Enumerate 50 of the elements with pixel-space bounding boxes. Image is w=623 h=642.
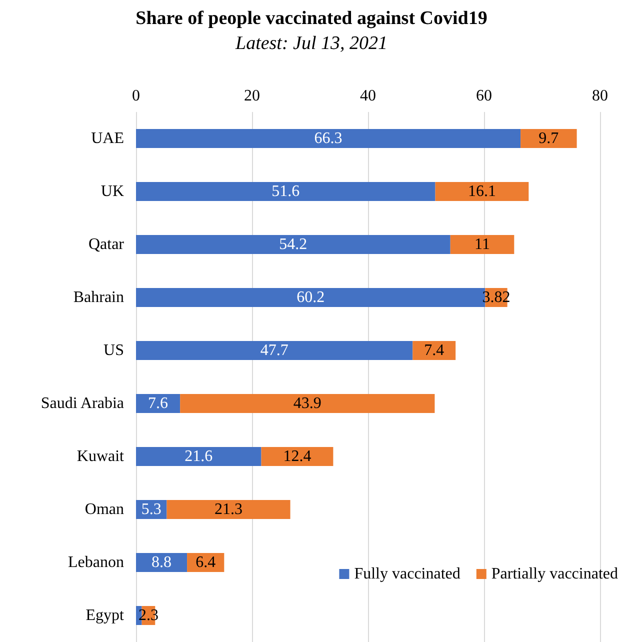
data-label: 7.4 — [424, 342, 444, 359]
bar — [435, 182, 529, 201]
bar — [136, 182, 436, 201]
bar — [412, 341, 456, 360]
data-label: 8.8 — [152, 554, 172, 571]
bar — [450, 235, 514, 254]
y-tick-label: Saudi Arabia — [40, 395, 124, 412]
bar — [180, 394, 435, 413]
bar — [261, 447, 334, 466]
x-tick-label: 80 — [592, 88, 608, 104]
data-label: 21.6 — [184, 448, 213, 465]
y-tick-label: Egypt — [86, 607, 125, 624]
data-label: 54.2 — [279, 236, 308, 253]
chart-subtitle: Latest: Jul 13, 2021 — [234, 33, 388, 54]
data-label: 9.7 — [538, 130, 559, 147]
data-label: 7.6 — [148, 395, 168, 412]
y-tick-label: Lebanon — [68, 554, 124, 571]
y-tick-label: US — [104, 342, 124, 359]
bar — [136, 447, 262, 466]
x-tick-label: 40 — [360, 88, 376, 104]
data-label: 12.4 — [283, 448, 312, 465]
legend-label: Partially vaccinated — [491, 566, 618, 582]
legend-label: Fully vaccinated — [354, 566, 460, 582]
data-label: 47.7 — [260, 342, 288, 359]
y-tick-label: Bahrain — [73, 289, 124, 306]
bar — [136, 129, 521, 148]
y-tick-label: UAE — [91, 130, 124, 147]
chart-title: Share of people vaccinated against Covid19 — [136, 8, 488, 29]
data-label: 51.6 — [272, 183, 300, 200]
data-label: 66.3 — [314, 130, 342, 147]
y-tick-label: Qatar — [88, 236, 125, 253]
y-tick-label: Kuwait — [76, 448, 125, 465]
data-label: 11 — [474, 236, 490, 253]
x-tick-label: 60 — [476, 88, 492, 104]
bar — [136, 553, 188, 572]
data-label: 60.2 — [296, 289, 325, 306]
data-label: 6.4 — [196, 554, 216, 571]
x-tick-label: 20 — [244, 88, 260, 104]
data-label: 5.3 — [141, 501, 162, 518]
bar — [136, 341, 413, 360]
data-label: 21.3 — [214, 501, 243, 518]
y-tick-label: UK — [100, 183, 124, 200]
bar — [136, 394, 180, 413]
data-label: 16.1 — [468, 183, 496, 200]
bar — [520, 129, 577, 148]
bar — [136, 235, 450, 254]
data-label: 43.9 — [293, 395, 322, 412]
bar — [166, 500, 290, 519]
x-tick-label: 0 — [132, 88, 140, 104]
y-tick-label: Oman — [84, 501, 124, 518]
